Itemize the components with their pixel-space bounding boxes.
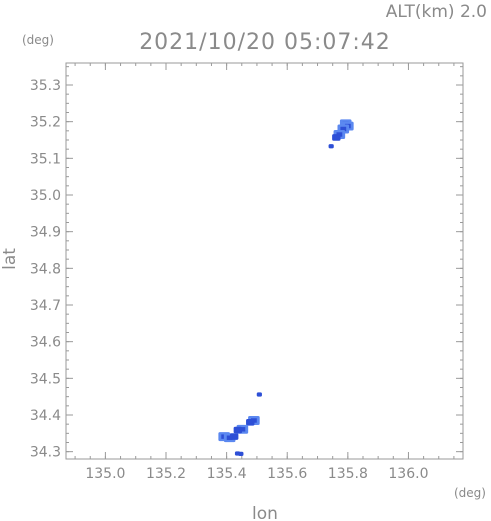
altitude-label: ALT(km) 2.0 (386, 2, 487, 22)
y-tick-label: 34.9 (30, 225, 61, 241)
echo-point (238, 451, 244, 457)
x-tick-label: 135.8 (328, 466, 368, 482)
x-tick-label: 135.2 (146, 466, 186, 482)
y-tick-label: 34.4 (30, 408, 61, 424)
y-tick-label: 34.8 (30, 261, 61, 277)
echo-point-core (334, 135, 339, 140)
y-unit-label: (deg) (22, 33, 54, 47)
x-tick-label: 135.0 (85, 466, 125, 482)
echo-point-core (239, 427, 246, 432)
echo-point (328, 144, 334, 149)
y-tick-label: 35.3 (30, 78, 61, 94)
echo-point (256, 392, 262, 397)
y-tick-label: 35.1 (30, 151, 61, 167)
y-axis-label: lat (0, 248, 20, 270)
x-tick-label: 135.6 (267, 466, 307, 482)
echo-point-core (235, 428, 240, 432)
plot-frame (65, 62, 464, 460)
y-tick-label: 34.3 (30, 445, 61, 461)
x-axis-label: lon (252, 504, 278, 521)
echo-point-core (226, 435, 233, 440)
chart-title: 2021/10/20 05:07:42 (139, 30, 391, 55)
x-tick-label: 136.0 (388, 466, 428, 482)
y-tick-label: 35.2 (30, 115, 61, 131)
y-tick-label: 35.0 (30, 188, 61, 204)
y-tick-label: 34.5 (30, 371, 61, 387)
echo-point-core (340, 126, 347, 132)
y-tick-label: 34.7 (30, 298, 61, 314)
echo-marks (218, 119, 354, 457)
x-unit-label: (deg) (454, 486, 486, 500)
echo-point-core (248, 420, 253, 424)
y-tick-label: 34.6 (30, 335, 61, 351)
echo-point-core (232, 434, 237, 439)
ticks-layer: 135.0 135.2 135.4 135.6 135.8 136.0 34.3 34.4 34… (30, 63, 463, 482)
x-tick-label: 135.4 (207, 466, 247, 482)
